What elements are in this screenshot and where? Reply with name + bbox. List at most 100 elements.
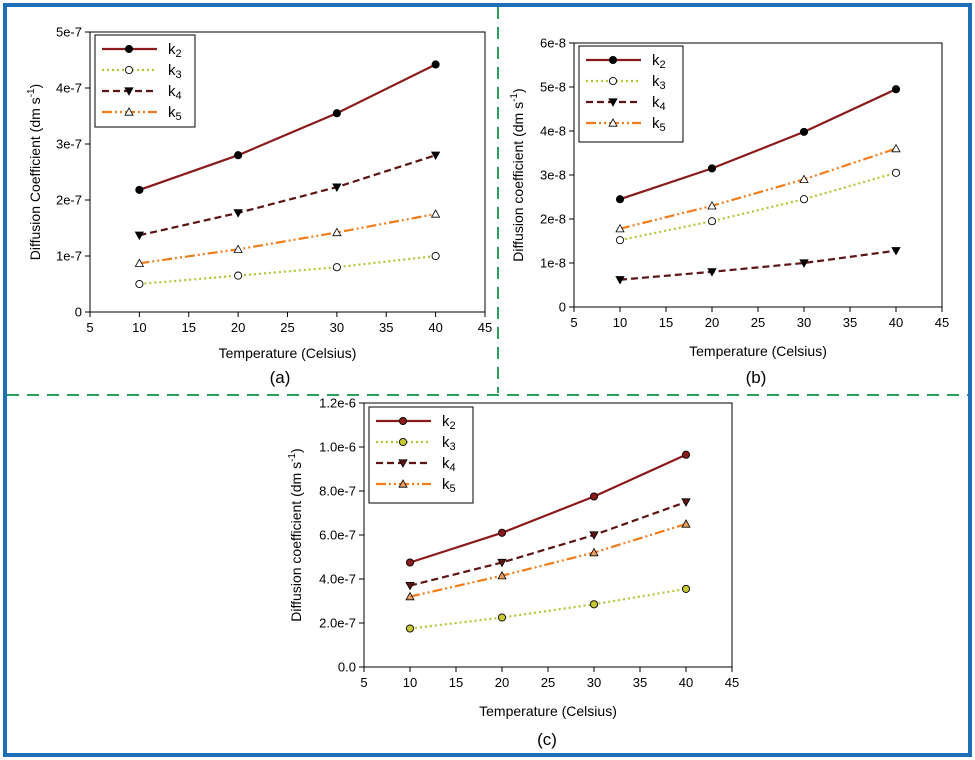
legend-box (368, 406, 474, 504)
legend-label-name: k (168, 83, 176, 100)
data-point-k2 (332, 109, 341, 118)
legend-label-subscript: 3 (450, 441, 456, 453)
data-point-k5 (233, 244, 243, 253)
data-point-k2 (431, 60, 440, 69)
series-line-k2 (619, 88, 897, 201)
data-point-k2 (799, 127, 809, 136)
legend-label-name: k (168, 104, 176, 121)
data-point-k4 (134, 231, 145, 241)
y-axis-label: Diffusion coefficient (dm s-1) (509, 88, 526, 261)
panel-label-c: (c) (537, 730, 557, 749)
legend-label-name: k (652, 94, 660, 111)
data-point-k5 (589, 547, 599, 557)
legend-label-name: k (442, 413, 450, 430)
legend-label-name: k (442, 455, 450, 472)
legend-label-subscript: 4 (660, 101, 666, 113)
data-point-k4 (615, 276, 625, 285)
series-line-k4 (619, 249, 897, 281)
legend-label-k5: k5 (442, 476, 456, 495)
x-axis-label: Temperature (Celsius) (479, 703, 617, 719)
legend-label-k3: k3 (442, 434, 456, 453)
y-tick-label: 5e-7 (56, 25, 82, 40)
y-tick-label: 2e-8 (540, 212, 566, 227)
data-point-k2 (707, 164, 717, 173)
data-point-k3 (135, 279, 144, 289)
x-tick-label: 20 (705, 315, 719, 330)
data-point-k5 (891, 143, 901, 153)
x-tick-label: 15 (659, 315, 673, 330)
series-line-k4 (139, 154, 436, 237)
y-tick-label: 5e-8 (540, 80, 566, 95)
x-tick-label: 25 (751, 315, 765, 330)
x-axis-label: Temperature (Celsius) (219, 345, 357, 361)
data-point-k5 (332, 227, 342, 237)
series-line-k2 (139, 63, 437, 191)
data-point-k2 (497, 528, 507, 537)
data-point-k5 (134, 258, 145, 267)
data-point-k3 (431, 251, 440, 261)
legend-marker-k3 (124, 65, 134, 75)
legend-label-subscript: 3 (660, 80, 666, 92)
y-tick-label: 3e-7 (56, 137, 82, 152)
y-tick-label: 4e-7 (56, 81, 82, 96)
data-point-k3 (234, 271, 243, 280)
y-axis-label: Diffusion Coefficient (dm s-1) (26, 84, 43, 260)
data-point-k3 (405, 624, 415, 633)
data-point-k4 (497, 558, 507, 568)
legend-marker-k3 (398, 437, 408, 447)
x-axis-label: Temperature (Celsius) (689, 343, 827, 359)
x-tick-label: 5 (360, 675, 367, 690)
panel-label-b: (b) (746, 368, 767, 387)
y-tick-label: 4e-8 (540, 124, 566, 139)
series-line-k5 (409, 522, 687, 598)
legend-label-k5: k5 (168, 104, 182, 123)
x-tick-label: 20 (495, 675, 509, 690)
y-axis-label-superscript: -1 (287, 453, 298, 462)
data-point-k4 (332, 183, 342, 192)
legend-label-subscript: 4 (450, 462, 456, 474)
y-axis-label-close: ) (510, 88, 526, 93)
data-point-k2 (589, 492, 599, 501)
series-line-k4 (409, 500, 687, 587)
y-tick-label: 1e-7 (56, 249, 82, 264)
data-point-k4 (707, 268, 717, 277)
legend-marker-k4 (398, 459, 408, 468)
x-tick-label: 35 (633, 675, 647, 690)
legend-marker-k3 (608, 76, 618, 86)
x-tick-label: 35 (843, 315, 857, 330)
legend-label-k2: k2 (168, 41, 182, 60)
legend-label-subscript: 4 (176, 90, 182, 102)
legend-label-subscript: 3 (176, 69, 182, 81)
legend-marker-k2 (398, 416, 408, 426)
legend-label-subscript: 5 (450, 483, 456, 495)
y-axis-label-superscript: -1 (26, 88, 37, 97)
data-point-k5 (799, 174, 809, 183)
x-tick-label: 40 (428, 320, 442, 335)
legend-marker-k4 (608, 98, 618, 107)
data-point-k5 (497, 570, 507, 580)
y-tick-label: 1.0e-6 (319, 440, 356, 455)
legend-marker-k5 (124, 107, 134, 116)
x-tick-label: 5 (570, 315, 577, 330)
y-axis-label-close: ) (27, 84, 43, 89)
data-point-k5 (681, 519, 691, 528)
series-line-k3 (619, 171, 897, 242)
legend-label-subscript: 5 (660, 122, 666, 134)
x-tick-label: 10 (132, 320, 146, 335)
y-tick-label: 2.0e-7 (319, 616, 356, 631)
data-point-k4 (233, 209, 243, 218)
x-tick-label: 30 (797, 315, 811, 330)
x-tick-label: 30 (587, 675, 601, 690)
legend-label-name: k (168, 41, 176, 58)
x-tick-label: 5 (86, 320, 93, 335)
x-tick-label: 35 (379, 320, 393, 335)
legend-marker-k2 (608, 55, 618, 65)
legend-label-k4: k4 (442, 455, 456, 474)
y-tick-label: 0 (559, 300, 566, 315)
data-point-k3 (891, 168, 901, 177)
y-tick-label: 6e-8 (540, 36, 566, 51)
data-point-k3 (497, 613, 507, 622)
